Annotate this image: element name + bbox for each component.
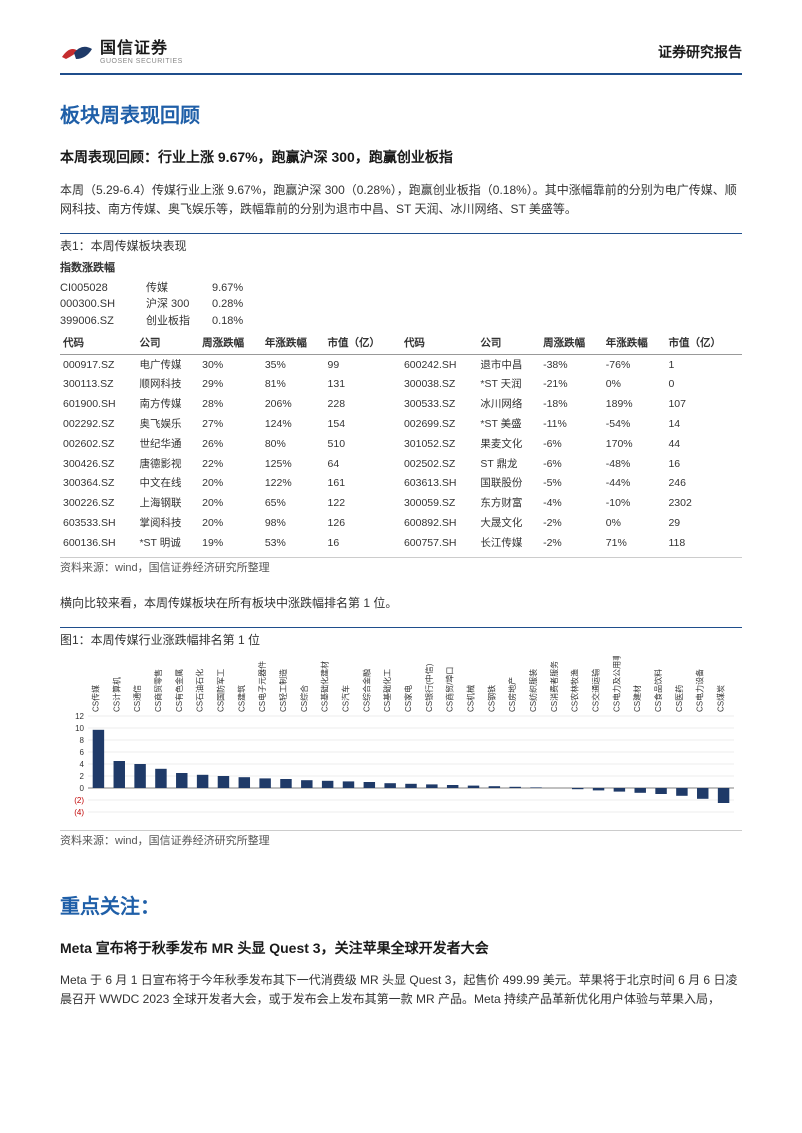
svg-text:CS电力及公用事业: CS电力及公用事业 <box>611 656 621 712</box>
svg-text:CS综合金融: CS综合金融 <box>361 669 371 712</box>
table-col-header: 周涨跌幅 <box>540 333 603 354</box>
svg-text:12: 12 <box>75 712 84 721</box>
index-row: CI005028传媒9.67% <box>60 280 742 297</box>
svg-text:CS有色金属: CS有色金属 <box>174 669 184 712</box>
svg-text:CS医药: CS医药 <box>674 685 684 712</box>
svg-text:CS家电: CS家电 <box>403 685 413 712</box>
table1-source: 资料来源：wind，国信证券经济研究所整理 <box>60 557 742 578</box>
svg-text:CS建筑: CS建筑 <box>236 685 246 712</box>
svg-text:CS电子元器件: CS电子元器件 <box>257 661 267 712</box>
section1-subtitle: 本周表现回顾：行业上涨 9.67%，跑赢沪深 300，跑赢创业板指 <box>60 146 742 168</box>
table-row: 300426.SZ唐德影视22%125%64002502.SZST 鼎龙-6%-… <box>60 454 742 474</box>
chart1-caption: 图1：本周传媒行业涨跌幅排名第 1 位 <box>60 627 742 650</box>
svg-text:CS建材: CS建材 <box>632 685 642 712</box>
chart1-source: 资料来源：wind，国信证券经济研究所整理 <box>60 830 742 851</box>
table-col-header: 市值（亿） <box>665 333 742 354</box>
svg-text:CS商贸零售: CS商贸零售 <box>153 669 163 712</box>
table-row: 300113.SZ顺网科技29%81%131300038.SZ*ST 天润-21… <box>60 375 742 395</box>
section1-title: 板块周表现回顾 <box>60 100 742 132</box>
svg-text:CS煤炭: CS煤炭 <box>716 685 726 712</box>
logo-text: 国信证券 GUOSEN SECURITIES <box>100 40 183 65</box>
svg-text:6: 6 <box>80 748 85 757</box>
table-col-header: 年涨跌幅 <box>603 333 666 354</box>
sector-rank-chart: 12 10 8 6 4 2 0 (2) (4) CS传媒 CS计算机 CS通信 CS商贸零售 CS有色金属… <box>60 656 742 826</box>
svg-text:CS计算机: CS计算机 <box>111 677 121 712</box>
page-header: 国信证券 GUOSEN SECURITIES 证券研究报告 <box>60 40 742 75</box>
stock-table: 代码公司周涨跌幅年涨跌幅市值（亿）代码公司周涨跌幅年涨跌幅市值（亿） 00091… <box>60 333 742 553</box>
table-row: 300226.SZ上海钢联20%65%122300059.SZ东方财富-4%-1… <box>60 494 742 514</box>
section2-para1: Meta 于 6 月 1 日宣布将于今年秋季发布其下一代消费级 MR 头显 Qu… <box>60 971 742 1009</box>
table-col-header: 公司 <box>477 333 540 354</box>
svg-text:CS商贸/埠口: CS商贸/埠口 <box>445 667 455 712</box>
table-col-header: 代码 <box>60 333 136 354</box>
index-row: 000300.SH沪深 3000.28% <box>60 296 742 313</box>
svg-text:CS食品饮料: CS食品饮料 <box>653 669 663 712</box>
index-block: 指数涨跌幅 CI005028传媒9.67%000300.SH沪深 3000.28… <box>60 260 742 329</box>
section2-title: 重点关注： <box>60 891 742 923</box>
svg-text:CS机械: CS机械 <box>466 685 476 712</box>
logo-cn: 国信证券 <box>100 40 183 58</box>
table-row: 000917.SZ电广传媒30%35%99600242.SH退市中昌-38%-7… <box>60 355 742 375</box>
svg-text:CS银行(中信): CS银行(中信) <box>424 663 434 712</box>
logo-en: GUOSEN SECURITIES <box>100 58 183 66</box>
table-row: 600136.SH*ST 明诚19%53%16600757.SH长江传媒-2%7… <box>60 533 742 553</box>
logo: 国信证券 GUOSEN SECURITIES <box>60 40 183 65</box>
table-col-header: 年涨跌幅 <box>262 333 325 354</box>
svg-text:CS石油石化: CS石油石化 <box>195 669 205 712</box>
section2-subtitle: Meta 宣布将于秋季发布 MR 头显 Quest 3，关注苹果全球开发者大会 <box>60 937 742 959</box>
table-row: 603533.SH掌阅科技20%98%126600892.SH大晟文化-2%0%… <box>60 514 742 534</box>
svg-text:(2): (2) <box>74 796 84 805</box>
svg-text:CS汽车: CS汽车 <box>340 685 350 712</box>
table-col-header: 公司 <box>136 333 199 354</box>
table1-caption: 表1：本周传媒板块表现 <box>60 233 742 256</box>
table-row: 002292.SZ奥飞娱乐27%124%154002699.SZ*ST 美盛-1… <box>60 415 742 435</box>
section1-para2: 横向比较来看，本周传媒板块在所有板块中涨跌幅排名第 1 位。 <box>60 594 742 613</box>
svg-text:0: 0 <box>80 784 85 793</box>
section1-para1: 本周（5.29-6.4）传媒行业上涨 9.67%，跑赢沪深 300（0.28%）… <box>60 181 742 219</box>
svg-text:CS交通运输: CS交通运输 <box>591 669 601 712</box>
table-row: 601900.SH南方传媒28%206%228300533.SZ冰川网络-18%… <box>60 395 742 415</box>
svg-text:CS纺织服装: CS纺织服装 <box>528 669 538 712</box>
svg-text:10: 10 <box>75 724 84 733</box>
svg-text:CS轻工制造: CS轻工制造 <box>278 669 288 712</box>
svg-text:CS电力设备: CS电力设备 <box>695 669 705 712</box>
svg-text:CS消费者服务: CS消费者服务 <box>549 661 559 712</box>
table-col-header: 周涨跌幅 <box>199 333 262 354</box>
svg-text:CS基础化工: CS基础化工 <box>382 669 392 712</box>
index-header: 指数涨跌幅 <box>60 260 742 278</box>
svg-text:CS基础化建材: CS基础化建材 <box>320 661 330 712</box>
svg-text:CS农林牧渔: CS农林牧渔 <box>570 669 580 712</box>
table-col-header: 代码 <box>401 333 477 354</box>
svg-text:CS国防军工: CS国防军工 <box>215 669 225 712</box>
svg-text:CS综合: CS综合 <box>299 685 309 712</box>
table-col-header: 市值（亿） <box>325 333 401 354</box>
svg-text:2: 2 <box>80 772 85 781</box>
index-row: 399006.SZ创业板指0.18% <box>60 313 742 330</box>
svg-text:8: 8 <box>80 736 85 745</box>
report-type-label: 证券研究报告 <box>658 41 742 63</box>
svg-text:(4): (4) <box>74 808 84 817</box>
svg-text:CS钢铁: CS钢铁 <box>486 685 496 712</box>
table-row: 002602.SZ世纪华通26%80%510301052.SZ果麦文化-6%17… <box>60 434 742 454</box>
guosen-logo-icon <box>60 41 94 65</box>
svg-text:CS传媒: CS传媒 <box>90 685 100 712</box>
table-row: 300364.SZ中文在线20%122%161603613.SH国联股份-5%-… <box>60 474 742 494</box>
svg-text:CS通信: CS通信 <box>132 685 142 712</box>
svg-text:CS房地产: CS房地产 <box>507 677 517 712</box>
svg-text:4: 4 <box>80 760 85 769</box>
